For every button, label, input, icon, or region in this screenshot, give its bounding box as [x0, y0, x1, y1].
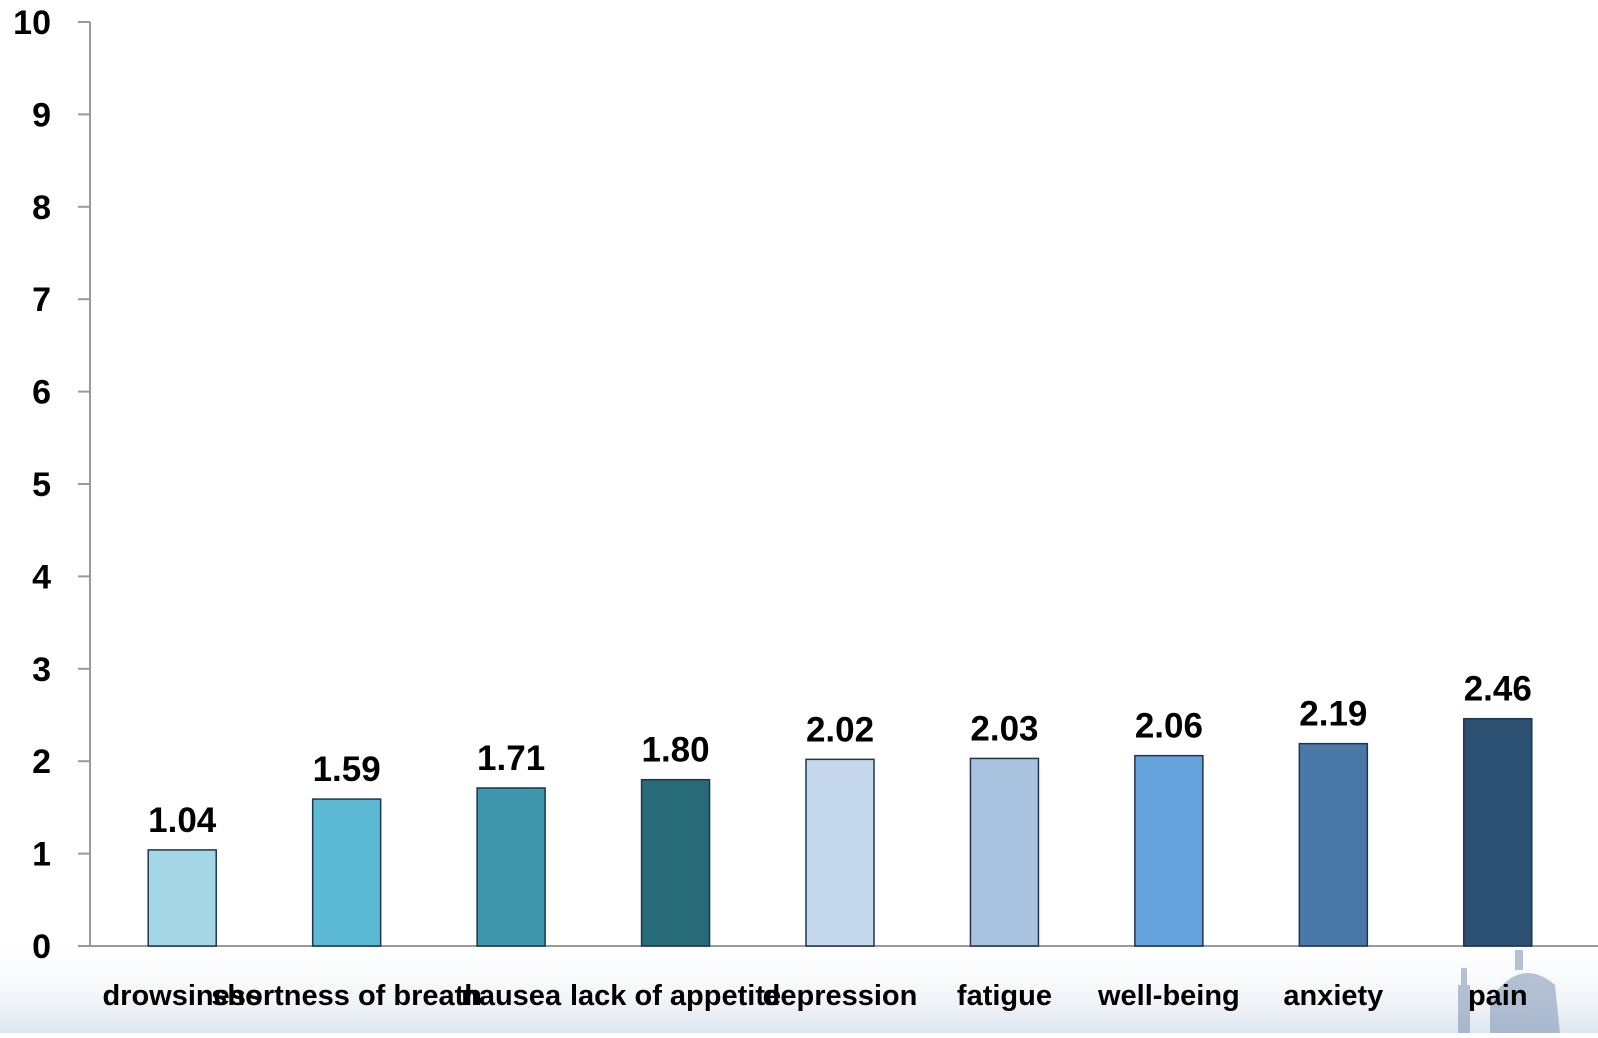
y-tick-label: 2 [32, 743, 51, 781]
y-tick-label: 5 [32, 466, 51, 504]
data-label: 1.80 [641, 731, 709, 770]
bar [1298, 742, 1369, 947]
bottom-decor-band [0, 935, 1598, 1033]
bar [311, 798, 382, 947]
y-tick-label: 8 [32, 189, 51, 227]
y-tick-label: 3 [32, 651, 51, 689]
y-tick-label: 1 [32, 836, 51, 874]
data-label: 2.46 [1464, 670, 1532, 709]
bar [1134, 754, 1204, 947]
category-label: shortness of breath [211, 980, 482, 1012]
data-label: 1.59 [313, 750, 381, 789]
bar [640, 778, 711, 947]
y-tick-label: 9 [32, 96, 51, 134]
y-tick-label: 4 [32, 558, 51, 596]
data-label: 2.02 [806, 710, 874, 749]
category-label: fatigue [957, 980, 1052, 1012]
category-label: depression [763, 980, 918, 1012]
building-watermark-icon [1458, 950, 1560, 1033]
category-label: well-being [1097, 980, 1240, 1012]
y-tick-label: 10 [13, 4, 51, 42]
category-label: drowsiness [102, 980, 262, 1012]
data-label: 2.06 [1135, 707, 1203, 746]
bar [147, 849, 217, 947]
labels: 1.04 drowsiness 1.59 shortness of breath 1.7… [102, 670, 1531, 1012]
data-label: 2.03 [970, 709, 1038, 748]
bars [147, 717, 1533, 947]
y-tick-label: 0 [32, 928, 51, 966]
category-label: lack of appetite [570, 980, 781, 1012]
category-label: anxiety [1283, 980, 1383, 1012]
bar [805, 758, 875, 947]
bar [476, 787, 546, 947]
y-tick-label: 6 [32, 374, 51, 412]
data-label: 1.71 [477, 739, 545, 778]
bar [1463, 717, 1533, 947]
y-tick-label: 7 [32, 281, 51, 319]
data-label: 2.19 [1299, 695, 1367, 734]
data-label: 1.04 [148, 801, 217, 840]
category-label: nausea [461, 980, 562, 1012]
bar [969, 757, 1040, 947]
category-label: pain [1468, 980, 1528, 1012]
